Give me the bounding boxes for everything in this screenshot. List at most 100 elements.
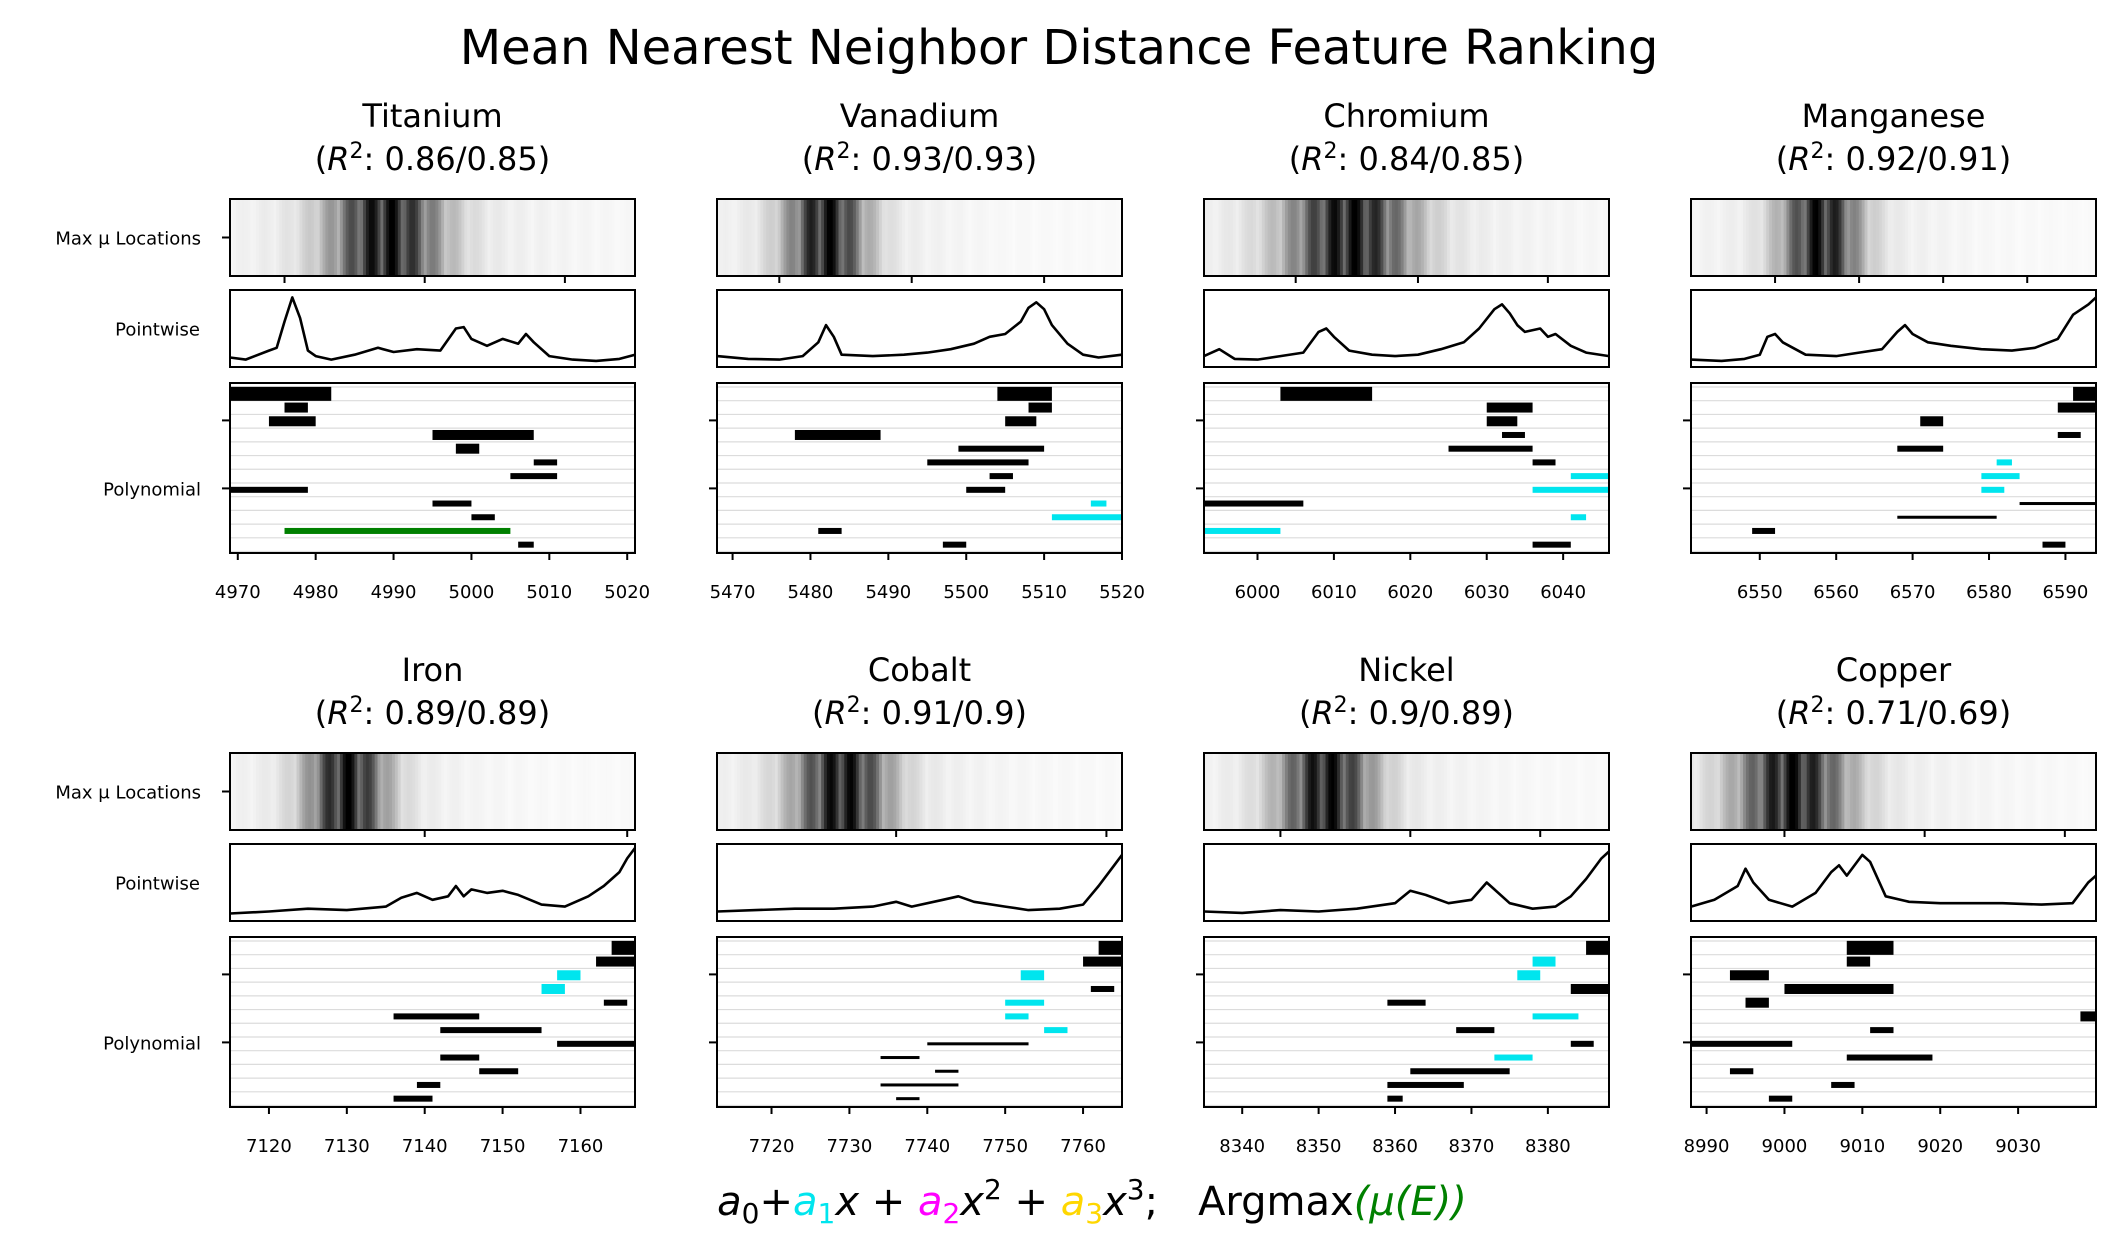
poly-bar — [268, 416, 316, 427]
heat-cell — [282, 753, 286, 830]
heat-cell — [1078, 753, 1083, 830]
r2-symbol: R — [1788, 140, 1810, 178]
heat-cell — [2084, 199, 2088, 276]
poly-bar — [958, 445, 1045, 452]
heat-cell — [542, 199, 546, 276]
heat-cell — [1580, 753, 1584, 830]
heat-cell — [554, 753, 558, 830]
heat-cell — [1957, 199, 1961, 276]
heat-cell — [1098, 199, 1103, 276]
heat-cell — [290, 753, 295, 830]
heat-cell — [533, 199, 538, 276]
heat-cell — [1988, 199, 1993, 276]
r2-symbol: R — [327, 694, 349, 732]
heat-cell — [1328, 199, 1332, 276]
heat-cell — [896, 753, 900, 830]
heat-cell — [470, 753, 474, 830]
poly-bar — [896, 1097, 920, 1101]
x-tick-label: 8990 — [1684, 1136, 1730, 1157]
heat-cell — [1861, 753, 1866, 830]
heat-cell — [789, 199, 793, 276]
heat-cell — [1392, 199, 1396, 276]
pointwise-frame — [1203, 843, 1610, 922]
heat-cell — [1415, 199, 1419, 276]
heat-cell — [435, 753, 439, 830]
heat-cell — [1731, 753, 1735, 830]
heat-cell — [1728, 753, 1733, 830]
heat-cell — [449, 753, 454, 830]
heat-cell — [2049, 753, 2054, 830]
heat-cell — [1061, 199, 1065, 276]
heat-cell — [890, 199, 895, 276]
heat-cell — [1206, 199, 1211, 276]
heat-cell — [1588, 753, 1593, 830]
heat-cell — [490, 753, 494, 830]
heat-cell — [542, 753, 546, 830]
heat-cell — [1224, 753, 1228, 830]
heat-cell — [867, 753, 871, 830]
heat-cell — [1041, 753, 1045, 830]
heat-cell — [1994, 199, 1999, 276]
heat-cell — [977, 753, 981, 830]
var-x2-sup: 2 — [984, 1173, 1002, 1206]
heat-cell — [1792, 753, 1796, 830]
heat-cell — [1991, 753, 1996, 830]
heat-cell — [1397, 199, 1402, 276]
heat-cell — [1577, 753, 1581, 830]
heat-cell — [608, 199, 613, 276]
heat-cell — [360, 199, 364, 276]
heat-cell — [1458, 753, 1463, 830]
heat-cell — [279, 199, 283, 276]
heat-cell — [1406, 199, 1410, 276]
poly-bar — [927, 459, 1029, 466]
heat-cell — [1084, 199, 1088, 276]
heat-cell — [452, 753, 457, 830]
heat-cell — [1429, 199, 1434, 276]
x-tick-label: 5510 — [1021, 582, 1067, 603]
x-tick-label: 6580 — [1966, 582, 2012, 603]
heat-cell — [942, 199, 947, 276]
poly-bar — [1784, 983, 1894, 994]
r2-label: (R2: 0.9/0.89) — [1299, 693, 1514, 732]
heat-cell — [945, 199, 950, 276]
heat-cell — [1438, 199, 1442, 276]
poly-bar — [942, 541, 967, 548]
heat-cell — [1067, 753, 1071, 830]
heat-cell — [267, 199, 272, 276]
heat-cell — [763, 199, 767, 276]
heat-cell — [792, 753, 796, 830]
r2-label: (R2: 0.92/0.91) — [1776, 139, 2011, 178]
heat-cell — [1960, 199, 1964, 276]
heat-cell — [2061, 199, 2065, 276]
poly-bar — [1502, 431, 1525, 438]
heat-cell — [1311, 753, 1315, 830]
heat-cell — [1717, 199, 1721, 276]
heat-cell — [499, 753, 503, 830]
heat-cell — [244, 753, 248, 830]
poly-bar — [2057, 431, 2081, 438]
heat-cell — [2043, 199, 2048, 276]
heat-cell — [1824, 753, 1828, 830]
heat-cell — [1003, 753, 1007, 830]
heat-cell — [1209, 753, 1214, 830]
heat-cell — [870, 753, 874, 830]
r2-sup: 2 — [847, 693, 861, 718]
heat-cell — [1942, 199, 1947, 276]
poly-bar — [1090, 500, 1107, 507]
heat-cell — [400, 199, 405, 276]
heat-cell — [887, 753, 892, 830]
heat-cell — [2006, 753, 2010, 830]
heat-cell — [1403, 753, 1408, 830]
x-tick-label: 7140 — [402, 1136, 448, 1157]
x-tick-label: 8360 — [1372, 1136, 1418, 1157]
x-tick-label: 7760 — [1060, 1136, 1106, 1157]
panel-title: Nickel — [1358, 651, 1454, 689]
heat-cell — [1850, 199, 1854, 276]
heat-cell — [1774, 753, 1779, 830]
heat-cell — [1896, 199, 1900, 276]
heat-cell — [1032, 753, 1036, 830]
poly-bar — [1005, 1013, 1029, 1020]
heat-cell — [1204, 199, 1208, 276]
heat-cell — [337, 753, 341, 830]
heat-cell — [1798, 199, 1802, 276]
